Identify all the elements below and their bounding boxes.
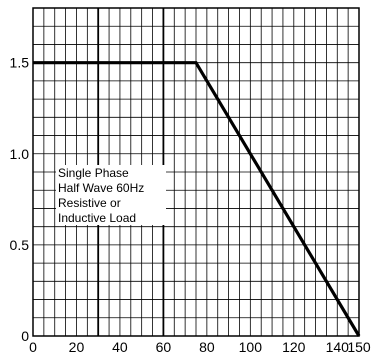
x-tick-label: 60 <box>156 339 172 354</box>
series-line <box>33 61 361 337</box>
annotation-text: Single Phase Half Wave 60Hz Resistive or In… <box>58 166 144 225</box>
y-tick-label: 0 <box>21 328 29 344</box>
annotation-line: Resistive or <box>58 196 121 210</box>
x-tick-label: 40 <box>112 339 128 354</box>
series-layer <box>33 61 361 337</box>
x-tick-label: 100 <box>239 339 263 354</box>
annotation-line: Single Phase <box>58 166 129 180</box>
y-tick-label: 0.5 <box>10 237 30 253</box>
annotation-line: Inductive Load <box>58 211 136 225</box>
y-tick-label: 1.0 <box>10 146 30 162</box>
y-tick-label: 1.5 <box>10 55 30 71</box>
x-tick-label: 20 <box>69 339 85 354</box>
y-tick-labels: 0 0.5 1.0 1.5 <box>10 55 30 344</box>
x-tick-label: 150 <box>347 339 371 354</box>
x-tick-label: 80 <box>199 339 215 354</box>
x-tick-label: 0 <box>29 339 37 354</box>
x-tick-label: 140 <box>326 339 350 354</box>
x-tick-label: 120 <box>282 339 306 354</box>
annotation-box <box>56 165 166 225</box>
annotation-line: Half Wave 60Hz <box>58 181 144 195</box>
plot-frame <box>32 7 360 337</box>
